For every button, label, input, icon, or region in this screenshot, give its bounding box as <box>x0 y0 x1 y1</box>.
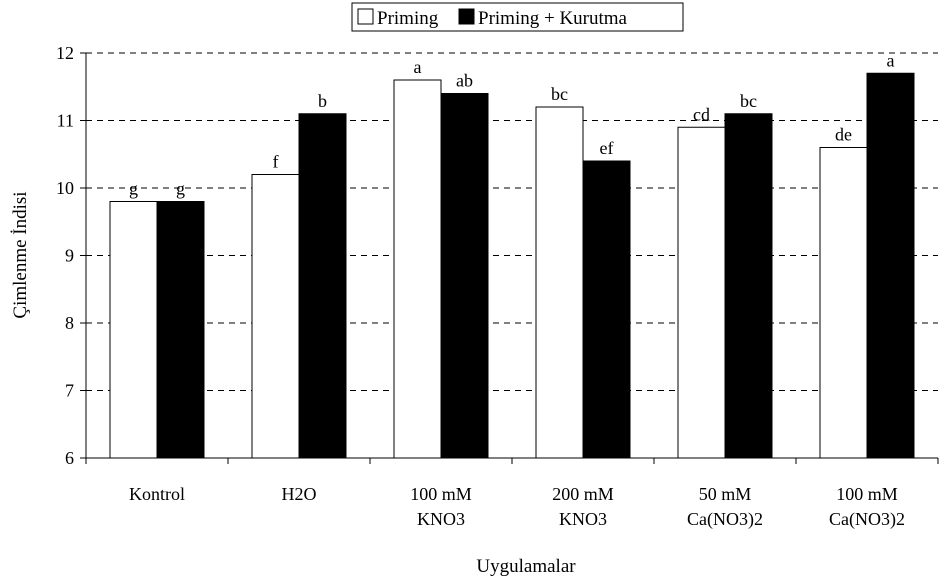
x-category-labels: Kontrol H2O 100 mM KNO3 200 mM KNO3 50 mM Ca(NO… <box>129 484 905 530</box>
category-label-2-0: 100 mM <box>410 484 472 504</box>
y-axis-title: Çimlenme İndisi <box>10 191 31 318</box>
category-label-2-1: KNO3 <box>417 509 465 529</box>
bar-0-5 <box>819 147 868 459</box>
bar-1-2 <box>440 93 489 459</box>
bar-label-1-0: g <box>176 179 185 199</box>
category-label-4-0: 50 mM <box>699 484 752 504</box>
legend-swatch-priming <box>357 8 374 25</box>
bar-0-1 <box>251 174 300 459</box>
y-tick-label-2: 8 <box>65 313 74 333</box>
bar-label-0-4: cd <box>693 104 710 124</box>
bar-1-4 <box>724 113 773 459</box>
legend-swatch-priming-kurutma <box>458 8 475 25</box>
bar-label-1-3: ef <box>600 138 614 158</box>
y-tick-label-4: 10 <box>56 178 74 198</box>
bar-1-3 <box>582 160 631 459</box>
category-label-3-0: 200 mM <box>552 484 614 504</box>
y-tick-label-3: 9 <box>65 246 74 266</box>
bar-label-1-5: a <box>887 50 895 70</box>
legend-box <box>351 2 684 32</box>
bar-label-0-1: f <box>273 152 279 172</box>
bar-label-1-1: b <box>318 91 327 111</box>
legend-label-priming: Priming <box>377 8 439 29</box>
bar-label-0-3: bc <box>551 84 568 104</box>
bar-1-5 <box>866 72 915 459</box>
bar-data-labels: g g f b a ab bc ef cd bc de a <box>129 50 895 198</box>
bar-0-0 <box>109 201 158 459</box>
bar-label-0-2: a <box>414 57 422 77</box>
category-label-0-0: Kontrol <box>129 484 185 504</box>
axes <box>80 52 939 464</box>
category-label-4-1: Ca(NO3)2 <box>687 509 763 530</box>
y-tick-label-6: 12 <box>56 43 74 63</box>
y-tick-label-0: 6 <box>65 448 74 468</box>
bar-label-0-0: g <box>129 179 138 199</box>
bar-1-1 <box>298 113 347 459</box>
category-label-1-0: H2O <box>282 484 317 504</box>
x-axis-title: Uygulamalar <box>476 556 576 577</box>
bars <box>109 72 915 459</box>
category-label-5-1: Ca(NO3)2 <box>829 509 905 530</box>
bar-label-0-5: de <box>835 125 852 145</box>
y-tick-labels: 6 7 8 9 10 11 12 <box>56 43 74 468</box>
legend: Priming Priming + Kurutma <box>351 2 684 32</box>
bar-0-4 <box>677 126 726 459</box>
bar-0-2 <box>393 79 442 459</box>
y-tick-label-5: 11 <box>57 111 74 131</box>
category-label-3-1: KNO3 <box>559 509 607 529</box>
bar-1-0 <box>156 201 205 459</box>
bar-0-3 <box>535 106 584 459</box>
gridlines <box>86 52 938 391</box>
y-tick-label-1: 7 <box>65 381 74 401</box>
legend-label-priming-kurutma: Priming + Kurutma <box>478 8 628 29</box>
category-label-5-0: 100 mM <box>836 484 898 504</box>
bar-label-1-2: ab <box>456 71 473 91</box>
bar-label-1-4: bc <box>740 91 757 111</box>
